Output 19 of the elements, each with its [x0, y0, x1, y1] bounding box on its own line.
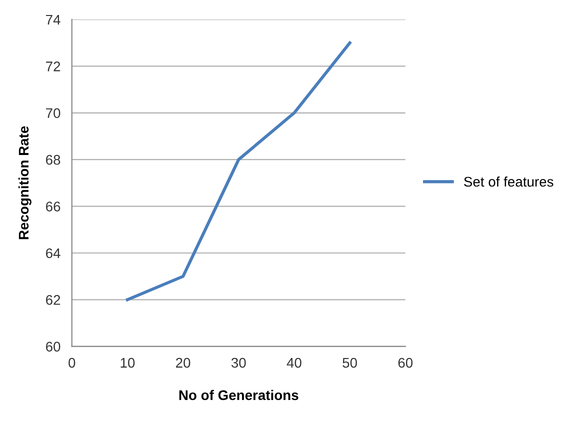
x-tick-label: 30: [231, 358, 246, 368]
y-tick-label: 66: [46, 202, 60, 212]
y-axis-title: Recognition Rate: [18, 126, 32, 240]
y-tick-label: 64: [46, 248, 60, 258]
x-tick-label: 40: [286, 358, 302, 368]
y-tick-label: 68: [46, 154, 60, 165]
y-tick-label: 72: [46, 62, 60, 72]
x-tick-label: 0: [68, 358, 76, 368]
y-tick-label: 62: [46, 295, 60, 305]
line-series: [126, 41, 352, 302]
x-tick-label: 60: [398, 358, 413, 368]
y-tick-label: 74: [46, 14, 60, 25]
x-axis-title: No of Generations: [179, 390, 298, 400]
x-tick-label: 10: [120, 358, 135, 368]
x-tick-label: 20: [176, 358, 190, 368]
y-tick-label: 60: [46, 342, 60, 352]
legend-label: Set of features: [464, 176, 554, 187]
y-tick-label: 70: [46, 108, 60, 118]
x-tick-label: 50: [342, 358, 357, 368]
